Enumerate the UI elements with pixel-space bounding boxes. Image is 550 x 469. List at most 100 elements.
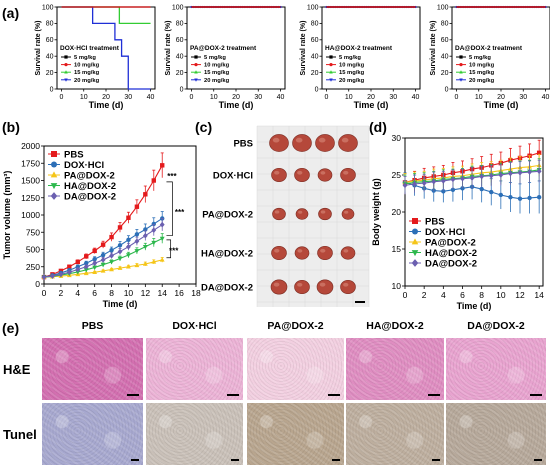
chart-title: HA@DOX-2 treatment: [325, 45, 393, 52]
legend-label: PBS: [425, 217, 445, 228]
legend-label: 5 mg/kg: [339, 55, 361, 61]
data-point: [75, 266, 81, 273]
y-axis-label: Survival rate (%): [165, 21, 172, 76]
histology-row-label: H&E: [3, 362, 31, 377]
scale-bar: [227, 394, 239, 396]
data-point: [536, 195, 542, 200]
y-tick-label: 500: [26, 245, 40, 255]
data-point: [160, 163, 165, 168]
y-axis-label: Body weight (g): [371, 178, 381, 246]
data-point: [117, 265, 123, 270]
legend-label: 20 mg/kg: [469, 78, 495, 84]
data-point: [92, 248, 97, 254]
legend-marker: [329, 70, 333, 74]
y-tick-label: 0: [35, 279, 40, 289]
x-tick-label: 0: [60, 94, 64, 101]
x-tick-label: 10: [475, 94, 483, 101]
legend-label: 15 mg/kg: [204, 70, 230, 76]
legend-label: DOX·HCl: [425, 227, 465, 238]
y-tick-label: 60: [311, 37, 319, 44]
legend-label: 20 mg/kg: [339, 78, 365, 84]
scale-bar: [328, 394, 340, 396]
tumor: [269, 134, 289, 152]
y-axis-label: Survival rate (%): [430, 21, 437, 76]
data-point: [517, 196, 523, 201]
legend-label: 10 mg/kg: [74, 63, 100, 69]
y-tick-label: 1500: [21, 176, 40, 186]
tumor-photo-group: PBS DOX·HCl PA@DOX-2 HA@DOX-2 DA@DOX-2: [201, 125, 370, 307]
he-stain-image: [146, 338, 243, 400]
legend-marker: [459, 70, 463, 74]
tumor-row-label: HA@DOX-2: [201, 249, 253, 260]
tumor-highlight: [320, 171, 326, 175]
data-point: [143, 192, 148, 197]
tumor: [341, 208, 355, 220]
histology-row-label: Tunel: [3, 427, 37, 442]
legend-marker: [64, 70, 68, 74]
legend-marker: [412, 218, 418, 224]
data-point: [159, 221, 165, 228]
data-point: [117, 248, 123, 255]
tumor-row-label: PBS: [233, 139, 253, 150]
panel-d-label: (d): [369, 119, 387, 135]
legend-marker: [411, 250, 419, 257]
tumor-highlight: [274, 248, 280, 253]
data-point: [92, 269, 98, 275]
data-point: [126, 243, 131, 250]
legend-marker: [411, 259, 419, 267]
tunel-stain-image: [42, 403, 143, 465]
x-tick-label: 10: [210, 94, 218, 101]
data-point: [460, 175, 465, 182]
data-point: [84, 254, 89, 259]
tumor: [318, 207, 332, 221]
tumor: [294, 246, 310, 260]
significance-label: ***: [175, 208, 185, 217]
y-tick-label: 15: [392, 244, 402, 254]
panel-a: (a) 0 20 40 60 80 100 0 10 20 30 40 Time (d) Surviva…: [0, 0, 550, 110]
y-tick-label: 0: [50, 86, 54, 93]
data-point: [517, 169, 523, 176]
scale-bar: [530, 394, 542, 396]
data-point: [126, 237, 131, 243]
body-weight-plot: 10 15 20 25 30 0 2 4 6 8 10 12 14 Time (d) Body weight…: [371, 133, 544, 311]
histology-column-label: PA@DOX-2: [267, 320, 324, 332]
legend-label: PBS: [64, 150, 84, 161]
y-tick-label: 80: [46, 21, 54, 28]
legend-label: 15 mg/kg: [74, 70, 100, 76]
data-point: [109, 252, 114, 259]
y-tick-label: 100: [172, 4, 184, 11]
legend-marker: [459, 78, 463, 82]
x-axis-label: Time (d): [103, 299, 138, 309]
y-tick-label: 20: [441, 70, 449, 77]
histology-column-label: HA@DOX-2: [366, 320, 424, 332]
data-point: [402, 182, 408, 189]
survival-chart-2: 0 20 40 60 80 100 0 10 20 30 40 Time (d) Survival ra…: [165, 4, 286, 110]
x-tick-label: 40: [542, 94, 550, 101]
data-point: [117, 256, 123, 262]
x-tick-label: 2: [59, 288, 64, 298]
tumor-highlight: [273, 282, 280, 287]
tumor: [340, 246, 356, 260]
legend-marker: [51, 151, 57, 157]
panel-e-label: (e): [2, 320, 20, 336]
significance-label: ***: [169, 247, 179, 256]
y-tick-label: 30: [392, 133, 402, 143]
tumor-highlight: [343, 282, 349, 287]
legend-marker: [459, 55, 463, 59]
x-tick-label: 8: [479, 290, 484, 300]
legend-label: DA@DOX-2: [425, 259, 477, 270]
x-tick-label: 2: [422, 290, 427, 300]
legend-marker: [459, 63, 463, 67]
data-point: [489, 189, 494, 195]
tumor-highlight: [343, 170, 349, 175]
legend-label: 15 mg/kg: [339, 70, 365, 76]
tumor-highlight: [297, 170, 303, 175]
legend-marker: [51, 161, 57, 168]
y-tick-label: 20: [176, 70, 184, 77]
y-tick-label: 20: [392, 207, 402, 217]
body-weight-chart: (d) 10 15 20 25 30 0 2 4 6 8 10 12 14 Time (d) Body we…: [369, 119, 544, 311]
tumor-highlight: [320, 210, 326, 214]
tumor-highlight: [274, 210, 280, 214]
tumor-highlight: [319, 282, 326, 287]
legend-label: HA@DOX-2: [64, 181, 116, 192]
